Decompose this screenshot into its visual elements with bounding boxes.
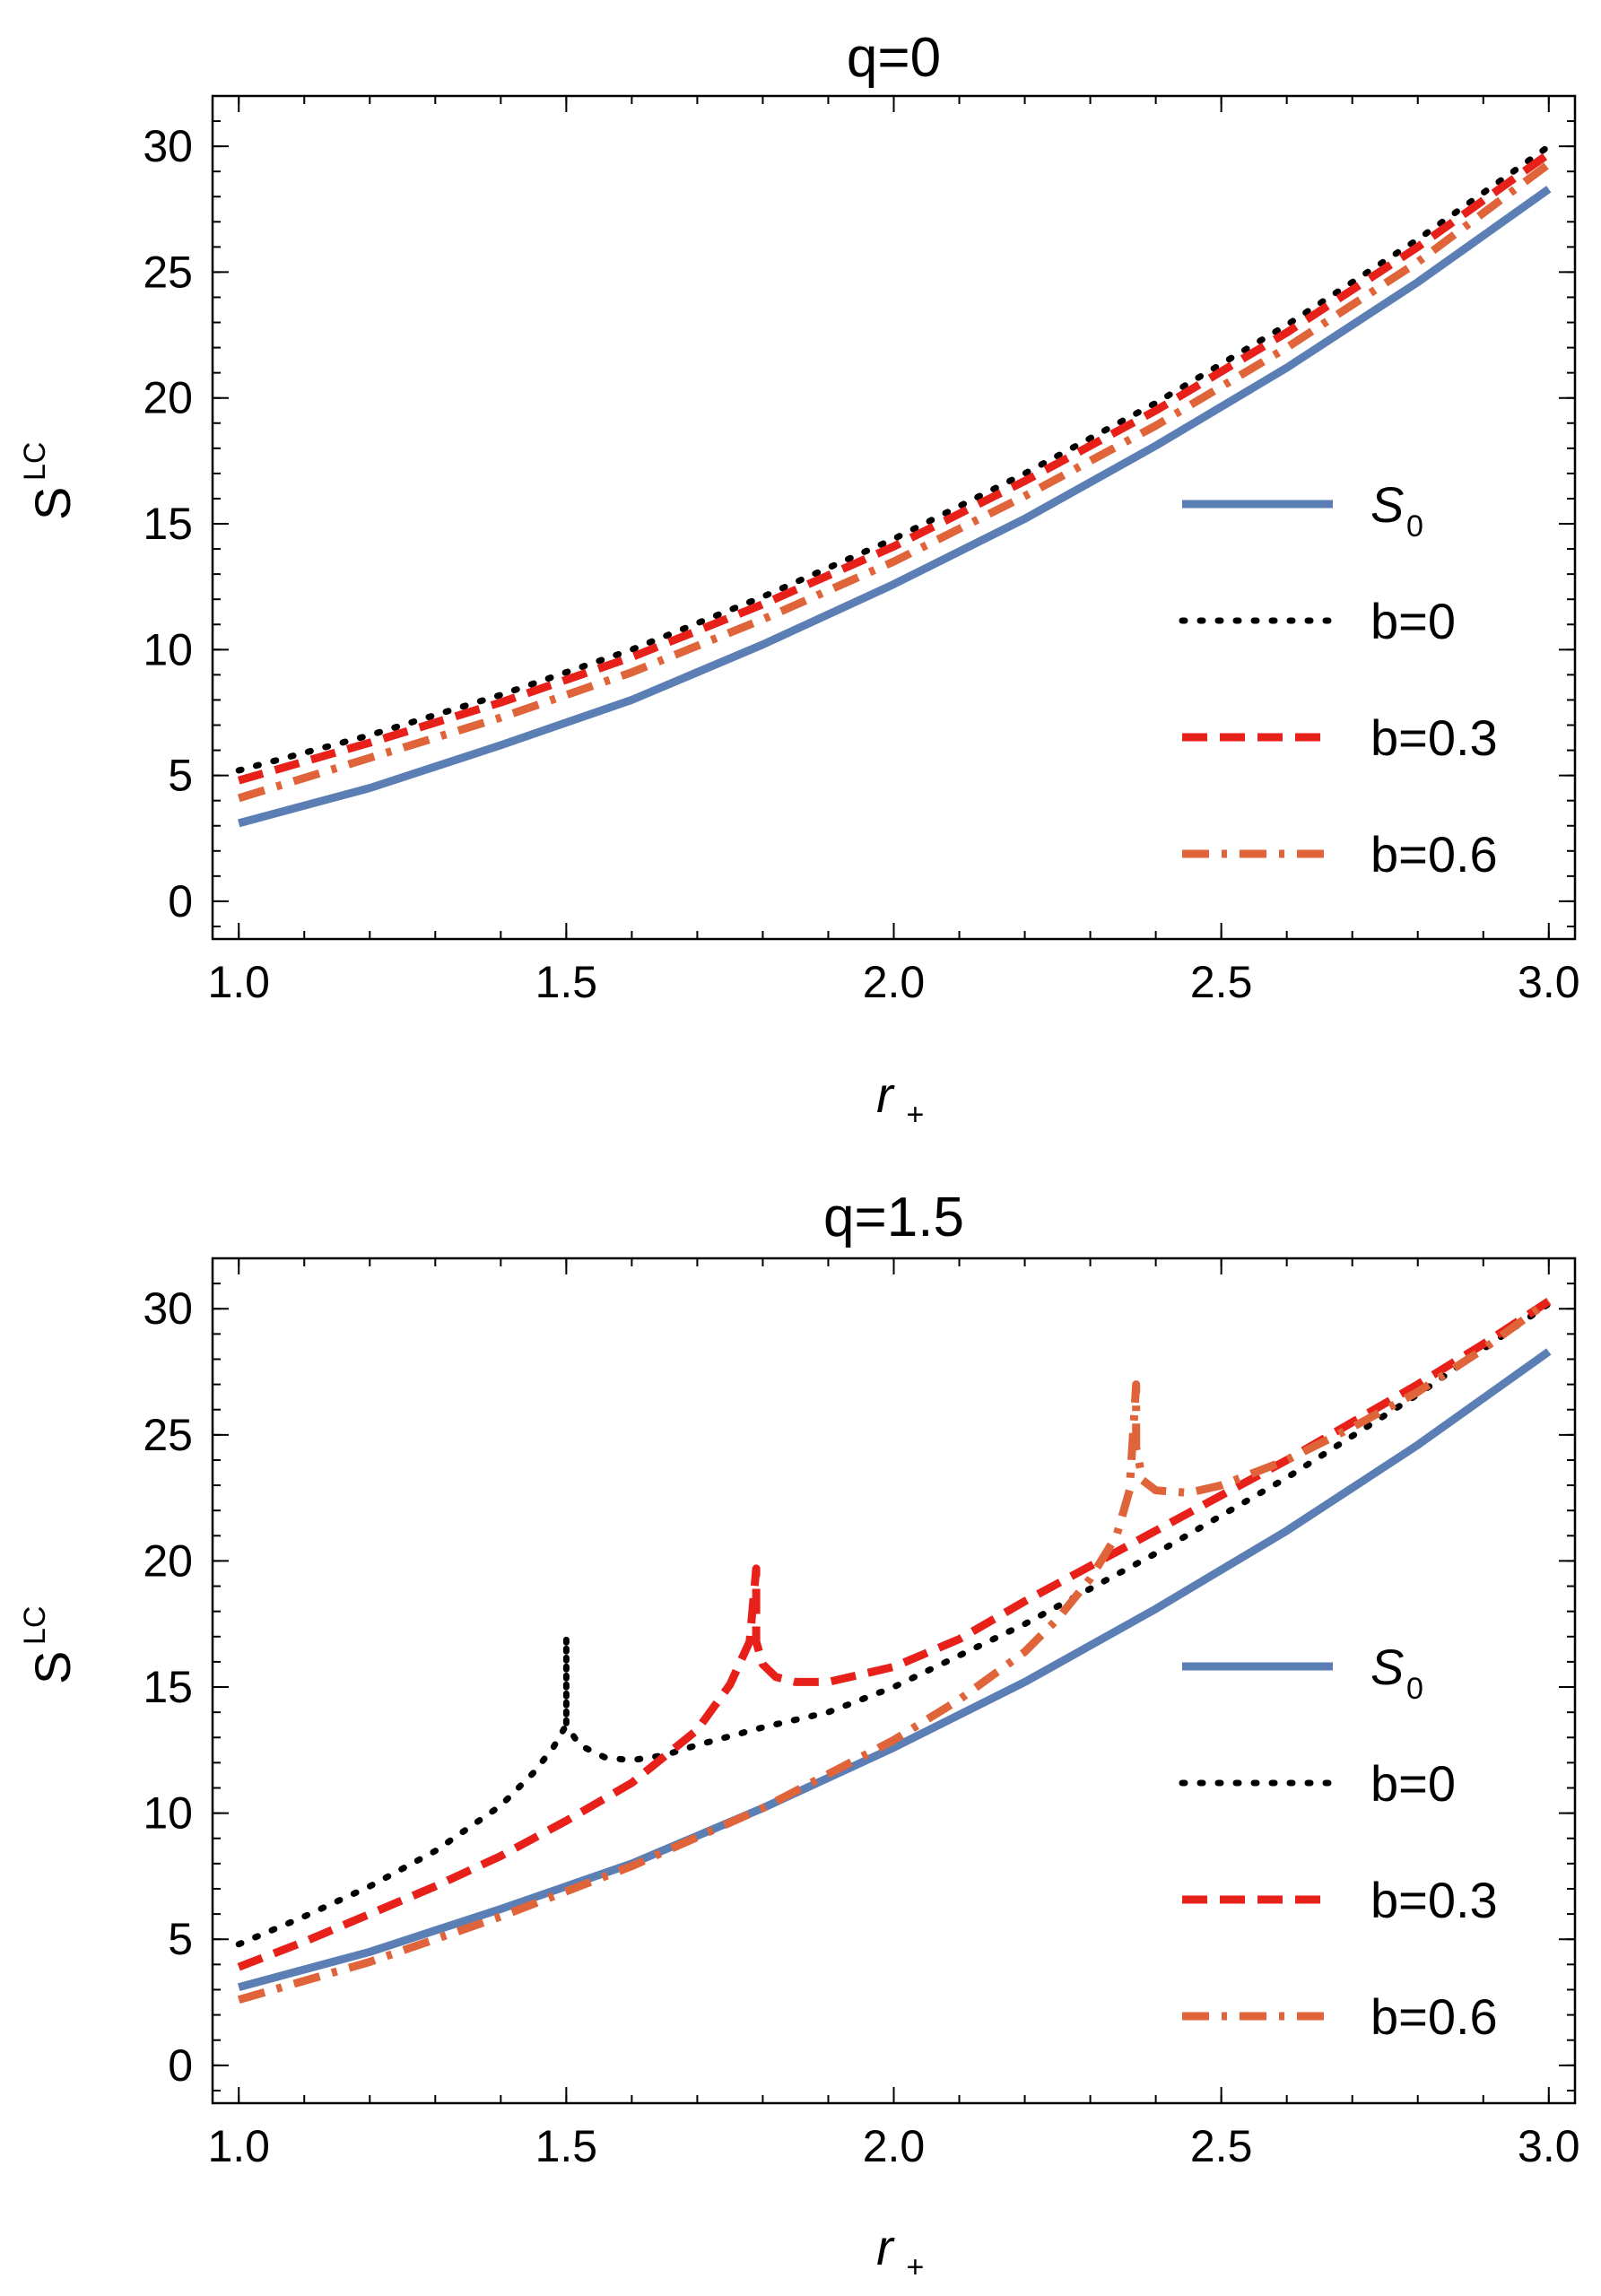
x-tick-label: 1.5: [535, 957, 598, 1007]
y-axis-label: S LC: [18, 442, 81, 520]
x-tick-label: 3.0: [1518, 957, 1580, 1007]
x-tick-label: 3.0: [1518, 2121, 1580, 2171]
x-tick-label: 2.0: [863, 957, 926, 1007]
y-axis-label-sup: LC: [18, 442, 52, 481]
y-tick-label: 25: [143, 247, 193, 297]
y-tick-label: 25: [143, 1410, 193, 1460]
legend-label: b=0.6: [1370, 1988, 1498, 2045]
x-axis-label-sub: +: [907, 2250, 925, 2284]
x-tick-label: 2.5: [1190, 957, 1253, 1007]
plot-area: [235, 143, 1553, 828]
y-tick-label: 0: [168, 2040, 193, 2091]
legend-label: b=0: [1370, 1755, 1456, 1812]
legend-label: b=0.6: [1370, 826, 1498, 883]
y-tick-label: 30: [143, 121, 193, 171]
x-tick-label: 1.0: [207, 957, 270, 1007]
y-axis-label-main: S: [24, 487, 81, 520]
series-line-dashdot: [237, 161, 1552, 803]
legend-label: b=0.3: [1370, 709, 1498, 766]
y-tick-label: 0: [168, 876, 193, 926]
legend: S 0 b=0 b=0.3 b=0.6: [1179, 1639, 1498, 2045]
y-tick-label: 20: [143, 373, 193, 423]
y-tick-label: 15: [143, 499, 193, 549]
y-tick-label: 15: [143, 1662, 193, 1712]
legend-label: b=0: [1370, 593, 1456, 649]
legend-label: S: [1370, 1639, 1404, 1695]
legend: S 0 b=0 b=0.3 b=0.6: [1179, 476, 1498, 883]
series-line-dashdot: [237, 1298, 1552, 2005]
y-tick-label: 20: [143, 1535, 193, 1586]
x-axis-label-sub: +: [907, 1098, 925, 1132]
plot-area: [235, 1298, 1553, 2005]
x-tick-label: 1.0: [207, 2121, 270, 2171]
x-axis-label: r: [876, 1066, 895, 1123]
series-line-dotted: [235, 1300, 1553, 1948]
plot-frame: [211, 1257, 1577, 2105]
y-axis-label-main: S: [24, 1651, 81, 1684]
y-axis-label: S LC: [18, 1606, 81, 1684]
legend-label: S: [1370, 476, 1404, 533]
x-tick-label: 2.0: [863, 2121, 926, 2171]
x-tick-label: 1.5: [535, 2121, 598, 2171]
chart-title: q=0: [847, 27, 941, 89]
series-line-dashed: [237, 150, 1552, 785]
y-tick-label: 10: [143, 1788, 193, 1839]
x-axis-label: r: [876, 2219, 895, 2275]
y-tick-label: 5: [168, 1914, 193, 1964]
legend-label-sub: 0: [1406, 1672, 1423, 1706]
legend-label-sub: 0: [1406, 509, 1423, 544]
series-line-solid: [238, 186, 1552, 828]
plot-frame: [211, 94, 1577, 941]
x-tick-label: 2.5: [1190, 2121, 1253, 2171]
series-line-dashed: [237, 1298, 1552, 1971]
series-line-solid: [238, 1348, 1552, 1992]
y-tick-label: 30: [143, 1283, 193, 1334]
chart-title: q=1.5: [823, 1187, 964, 1248]
y-tick-label: 5: [168, 751, 193, 801]
series-line-dotted: [235, 143, 1553, 774]
y-axis-label-sup: LC: [18, 1606, 52, 1645]
legend-label: b=0.3: [1370, 1872, 1498, 1928]
y-tick-label: 10: [143, 624, 193, 674]
